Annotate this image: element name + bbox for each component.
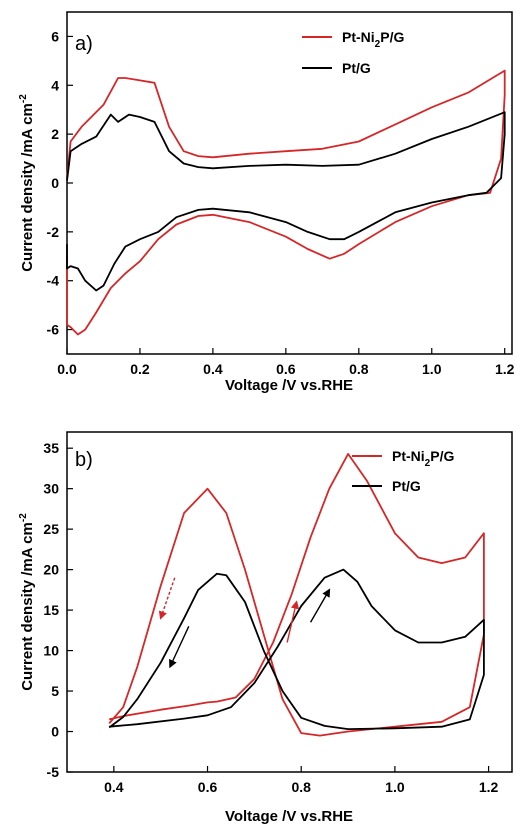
x-tick-label: 0.6 xyxy=(198,779,218,795)
plot-frame xyxy=(66,431,513,773)
x-ticks: 0.4 0.6 0.8 1.0 1.2 xyxy=(104,766,499,795)
legend: Pt-Ni2P/G Pt/G xyxy=(352,448,454,494)
y-tick-label: -5 xyxy=(47,764,60,780)
x-axis-title: Voltage /V vs.RHE xyxy=(225,808,353,825)
y-tick-label: 6 xyxy=(51,28,59,44)
panel-a: 0.0 0.2 0.4 0.6 0.8 1.0 1.2 -6 -4 -2 0 2 4 6 a) Pt-N… xyxy=(18,11,515,394)
x-tick-label: 0.4 xyxy=(104,779,124,795)
direction-arrow xyxy=(286,600,300,643)
direction-arrow xyxy=(309,588,331,623)
series-line-pt-g xyxy=(108,568,485,730)
x-tick-label: 1.0 xyxy=(422,361,442,377)
y-tick-label: 0 xyxy=(51,724,59,740)
y-tick-label: -2 xyxy=(47,224,60,240)
y-ticks: -5 0 5 10 15 20 25 30 35 xyxy=(43,440,73,780)
y-axis-title: Current density /mA cm-2 xyxy=(18,94,36,272)
x-ticks: 0.0 0.2 0.4 0.6 0.8 1.0 1.2 xyxy=(57,348,515,377)
y-tick-label: -4 xyxy=(47,273,60,289)
plot-frame xyxy=(66,11,513,355)
y-tick-label: 10 xyxy=(43,643,59,659)
direction-arrow xyxy=(169,625,190,669)
y-tick-label: -6 xyxy=(47,322,60,338)
x-tick-label: 0.8 xyxy=(349,361,369,377)
x-tick-label: 1.0 xyxy=(385,779,405,795)
x-axis-title: Voltage /V vs.RHE xyxy=(225,377,353,394)
legend-label-pt-g: Pt/G xyxy=(342,60,371,76)
x-tick-label: 0.2 xyxy=(130,361,150,377)
x-tick-label: 1.2 xyxy=(495,361,515,377)
legend: Pt-Ni2P/G Pt/G xyxy=(302,29,404,76)
y-axis-title: Current density /mA cm-2 xyxy=(18,513,36,691)
series-line-pt-g xyxy=(66,111,506,292)
series-group xyxy=(66,69,506,336)
y-ticks: -6 -4 -2 0 2 4 6 xyxy=(47,28,73,338)
y-tick-label: 20 xyxy=(43,562,59,578)
series-group xyxy=(108,453,485,737)
x-tick-label: 0.6 xyxy=(276,361,296,377)
x-tick-label: 0.4 xyxy=(203,361,223,377)
y-tick-label: 15 xyxy=(43,602,59,618)
y-tick-label: 5 xyxy=(51,683,59,699)
panel-label: a) xyxy=(75,33,93,55)
y-tick-label: 30 xyxy=(43,481,59,497)
panel-b: 0.4 0.6 0.8 1.0 1.2 -5 0 5 10 15 20 25 30 35 b) Pt-N… xyxy=(18,431,513,825)
panel-label: b) xyxy=(75,449,93,471)
x-tick-label: 0.8 xyxy=(291,779,311,795)
legend-label-pt-ni2p: Pt-Ni2P/G xyxy=(342,29,404,50)
y-tick-label: 35 xyxy=(43,440,59,456)
x-tick-label: 1.2 xyxy=(479,779,499,795)
y-tick-label: 2 xyxy=(51,126,59,142)
x-tick-label: 0.0 xyxy=(57,361,77,377)
legend-label-pt-g: Pt/G xyxy=(392,478,421,494)
series-line-pt-ni2p xyxy=(66,69,506,336)
direction-arrows xyxy=(158,577,331,669)
legend-label-pt-ni2p: Pt-Ni2P/G xyxy=(392,448,454,469)
series-line-pt-ni2p xyxy=(108,453,485,737)
y-tick-label: 0 xyxy=(51,175,59,191)
y-tick-label: 4 xyxy=(51,77,59,93)
direction-arrow xyxy=(158,577,176,620)
y-tick-label: 25 xyxy=(43,521,59,537)
